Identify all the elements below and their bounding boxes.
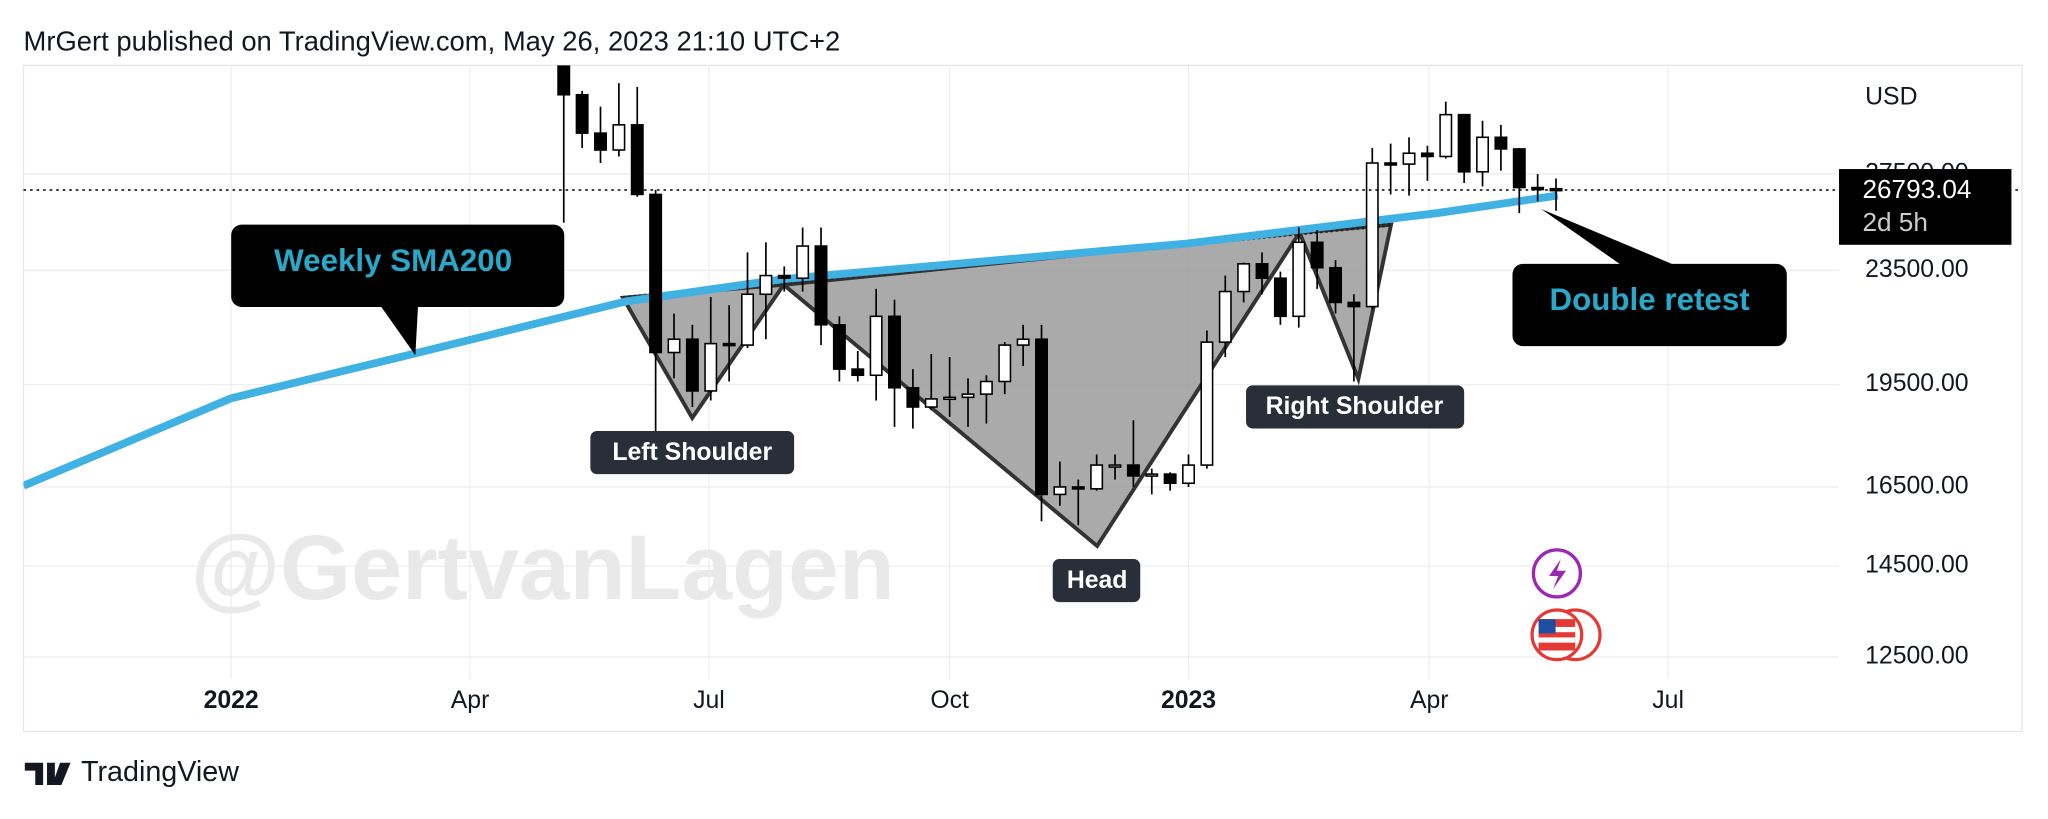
label-box	[590, 431, 795, 475]
x-tick-label: 2023	[1161, 687, 1216, 714]
label-box	[1246, 385, 1465, 429]
candle-body	[1145, 473, 1159, 477]
currency: USD	[1865, 84, 1917, 111]
candle-body	[777, 274, 791, 279]
candle-body	[685, 338, 699, 392]
retest-callout-text: Double retest	[1550, 282, 1751, 317]
candle-body	[1365, 162, 1379, 308]
flag-canton	[1538, 619, 1556, 634]
x-tick-label: Jul	[1652, 687, 1684, 714]
pattern-label: Left Shoulder	[612, 439, 772, 466]
last-price: 26793.04	[1863, 174, 1972, 204]
y-tick-label: 16500.00	[1865, 473, 1968, 500]
candle-body	[869, 315, 883, 377]
candle-body	[649, 193, 663, 354]
candle-body	[1053, 486, 1067, 496]
candle-body	[1273, 277, 1287, 318]
candle-body	[796, 245, 810, 279]
watermark: @GertvanLagen	[191, 517, 895, 619]
candle-body	[979, 380, 993, 395]
candle-body	[851, 368, 865, 377]
candle-body	[1549, 187, 1563, 192]
candle-body	[1108, 464, 1122, 468]
label-box	[1052, 559, 1141, 603]
candle-body	[1016, 338, 1030, 346]
candle-body	[759, 274, 773, 296]
candle-body	[961, 393, 975, 399]
candle-body	[1163, 473, 1177, 485]
pattern-label: Head	[1067, 567, 1128, 594]
price-box	[1839, 169, 2012, 245]
logo	[24, 762, 71, 786]
candle-body	[1200, 341, 1214, 466]
retest-callout	[1512, 209, 1787, 347]
candle-body	[667, 338, 681, 354]
price-tag: 26793.04 2d 5h	[1839, 169, 2012, 245]
candle-body	[1182, 464, 1196, 485]
pattern-label: Right Shoulder	[1266, 393, 1444, 420]
candle-body	[557, 65, 571, 96]
x-tick-label: Apr	[1410, 687, 1449, 714]
sma-callout-text: Weekly SMA200	[274, 243, 512, 278]
x-tick-label: 2022	[204, 687, 259, 714]
flag-stripe	[1538, 637, 1576, 643]
footer: TradingView	[81, 756, 239, 788]
candle-body	[1329, 266, 1343, 304]
x-tick-label: Apr	[451, 687, 490, 714]
candle-body	[998, 344, 1012, 383]
candle-body	[1457, 113, 1471, 173]
bolt-icon	[1549, 559, 1567, 590]
candle-body	[594, 132, 607, 151]
sma-callout	[231, 224, 565, 356]
candle-body	[722, 342, 736, 347]
candle-body	[1035, 338, 1048, 496]
candle-body	[1494, 136, 1508, 150]
y-tick-label: 23500.00	[1865, 256, 1968, 283]
x-tick-label: Jul	[693, 687, 725, 714]
x-tick-label: Oct	[930, 687, 969, 714]
candle-body	[1439, 113, 1453, 158]
flag-stripe	[1538, 626, 1576, 633]
candle-body	[1126, 464, 1140, 477]
candle-body	[612, 124, 626, 151]
candle-body	[906, 386, 920, 408]
candle-body	[1420, 152, 1434, 158]
candle-body	[1402, 152, 1416, 165]
candle-body	[1531, 186, 1545, 191]
candle-body	[704, 342, 718, 392]
candle-body	[1512, 148, 1526, 189]
frame	[22, 64, 2023, 733]
candle-body	[1090, 464, 1104, 490]
candle-body	[575, 93, 589, 134]
candle-body	[1218, 290, 1232, 343]
candle-body	[1347, 301, 1361, 308]
candle-body	[1384, 162, 1398, 166]
candle-body	[832, 324, 846, 370]
candle-body	[1310, 241, 1324, 269]
header: MrGert published on TradingView.com, May…	[24, 25, 841, 56]
candle-body	[888, 315, 901, 389]
candle-body	[1476, 136, 1490, 173]
candle-body	[924, 398, 938, 408]
y-tick-label: 14500.00	[1865, 552, 1968, 579]
candle-body	[741, 293, 754, 346]
candle-body	[1071, 486, 1085, 490]
candle-body	[1237, 263, 1251, 293]
plot	[23, 65, 1563, 526]
y-tick-label: 19500.00	[1865, 370, 1968, 397]
candle-body	[1292, 241, 1306, 318]
y-tick-label: 12500.00	[1865, 643, 1968, 670]
candle-body	[630, 124, 644, 196]
candle-body	[814, 245, 828, 326]
candle-body	[1255, 263, 1269, 279]
candle-body	[943, 396, 957, 401]
countdown: 2d 5h	[1863, 207, 1928, 237]
